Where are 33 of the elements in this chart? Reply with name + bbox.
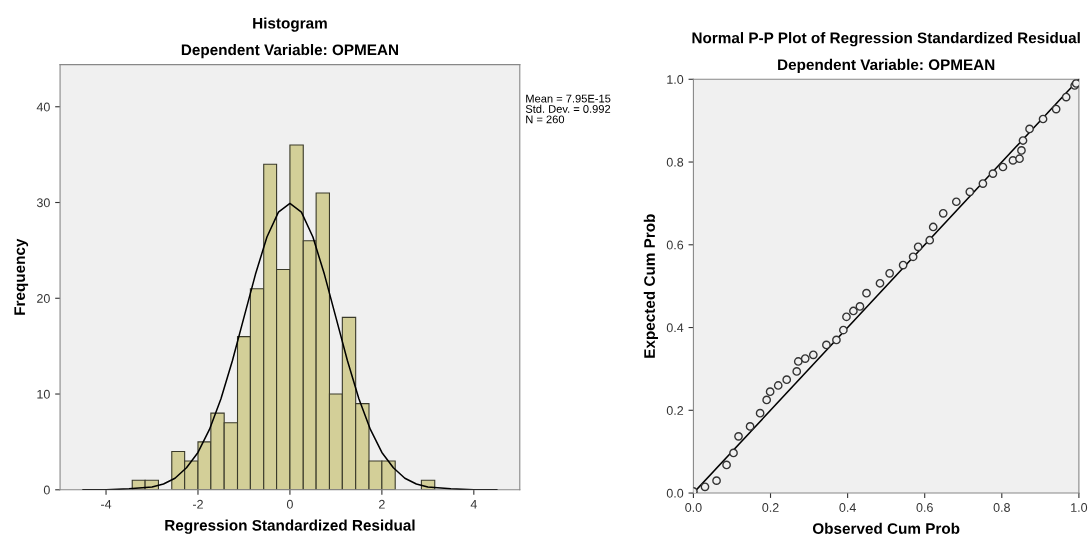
y-axis-title: Expected Cum Prob — [643, 214, 658, 358]
y-axis-title: Frequency — [14, 238, 29, 315]
x-tick-label: 0 — [286, 499, 293, 509]
text: N = 260 — [526, 115, 565, 124]
x-tick-label: 0.0 — [685, 503, 702, 512]
x-tick-label: 0.2 — [762, 503, 779, 512]
x-tick-label: 4 — [470, 499, 477, 509]
chart-title: Histogram — [253, 17, 327, 32]
x-tick-label: 0.6 — [916, 503, 933, 512]
y-tick-label: 0.6 — [666, 240, 684, 250]
x-axis-title: Regression Standardized Residual — [165, 519, 415, 534]
y-tick-label: 0.0 — [666, 488, 684, 498]
x-tick-label: -2 — [192, 499, 203, 509]
x-tick-label: 2 — [379, 499, 385, 509]
text: Mean = 7.95E-15 — [526, 94, 611, 103]
x-tick-label: 0.4 — [839, 503, 856, 512]
y-tick-label: 40 — [36, 102, 50, 112]
chart-title: Normal P-P Plot of Regression Standardized Residual — [692, 32, 1080, 47]
x-tick-label: 1.0 — [1071, 503, 1088, 512]
y-tick-label: 20 — [37, 294, 50, 303]
chart-subtitle: Dependent Variable: OPMEAN — [778, 58, 995, 74]
y-tick-label: 30 — [36, 198, 50, 208]
x-tick-label: -4 — [101, 499, 112, 509]
y-tick-label: 0.8 — [666, 157, 684, 167]
x-axis-title: Observed Cum Prob — [812, 522, 960, 534]
y-tick-label: 10 — [37, 389, 50, 399]
text: Std. Dev. = 0.992 — [525, 104, 611, 113]
x-tick-label: 0.8 — [993, 503, 1010, 512]
y-tick-label: 1.0 — [667, 75, 684, 84]
y-tick-label: 0 — [43, 485, 50, 495]
chart-subtitle: Dependent Variable: OPMEAN — [181, 44, 398, 59]
y-tick-label: 0.4 — [666, 323, 684, 333]
y-tick-label: 0.2 — [666, 406, 684, 415]
